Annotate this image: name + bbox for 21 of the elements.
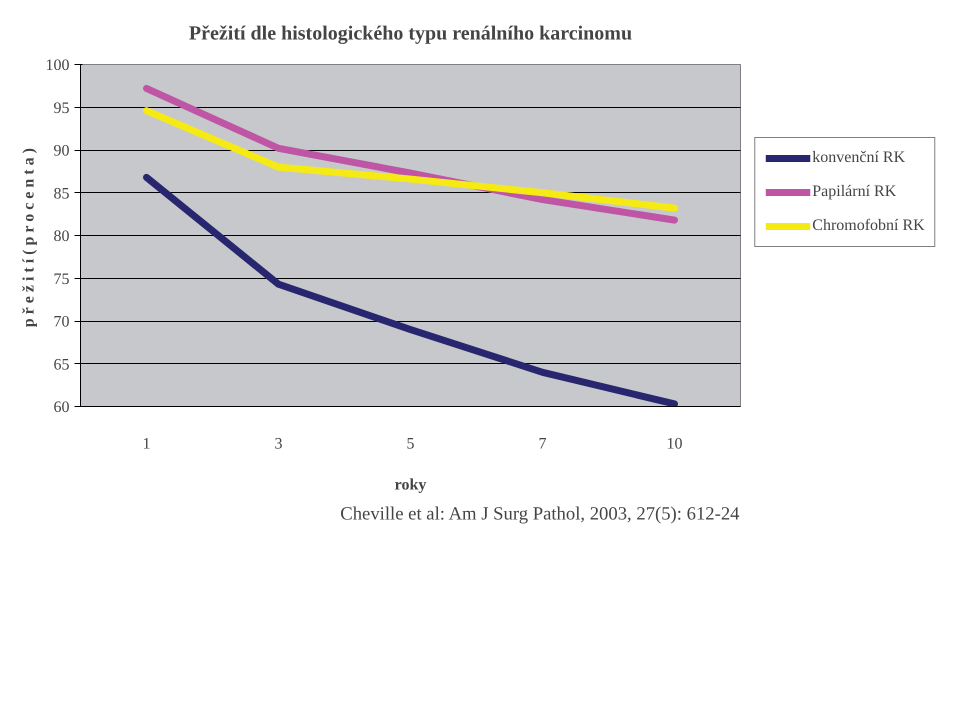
legend-label: Chromofobní RK (812, 216, 925, 234)
y-tick-label: 90 (54, 142, 70, 160)
y-tick-label: 75 (54, 270, 70, 288)
x-tick-label: 3 (274, 436, 282, 452)
x-tick-label: 1 (142, 436, 150, 452)
x-tick-label: 10 (666, 436, 682, 452)
x-tick-label: 5 (406, 436, 414, 452)
text: Cheville et al: Am J Surg Pathol, 2003, 27(5): 612-24 (340, 504, 740, 524)
y-axis-title: p ř e ž i t í ( p r o c e n t a ) (20, 148, 38, 328)
x-axis-title: roky (394, 476, 426, 494)
chart-title: Přežití dle histologického typu renálního karcinomu (188, 22, 632, 44)
y-tick-label: 70 (54, 314, 70, 330)
y-tick-label: 95 (54, 100, 70, 117)
y-tick-label: 80 (54, 228, 70, 245)
y-tick-label: 60 (54, 399, 70, 416)
legend-label: konvenční RK (812, 148, 906, 166)
x-tick-label: 7 (538, 436, 546, 452)
y-tick-label: 65 (54, 356, 70, 374)
y-tick-label: 100 (46, 57, 70, 74)
legend-label: Papilární RK (812, 182, 896, 200)
y-tick-label: 85 (54, 185, 70, 202)
